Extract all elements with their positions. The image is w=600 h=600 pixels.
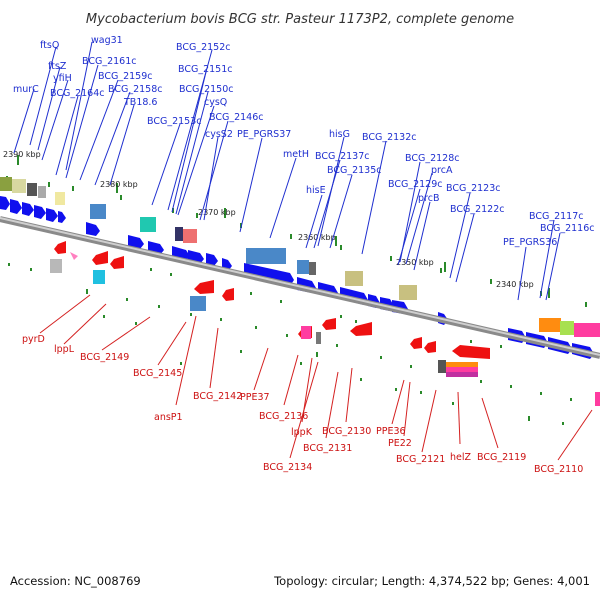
reverse-leader-lines [39, 294, 593, 461]
gene-label: wag31 [91, 35, 123, 46]
scale-label: 2380 kbp [100, 180, 138, 189]
gene-label: BCG_2134 [263, 462, 312, 473]
gene-label: hisG [329, 129, 350, 140]
gene-label: PE22 [388, 438, 412, 449]
gene-label: murC [13, 84, 39, 95]
gene-label: BCG_2136 [259, 411, 308, 422]
gene-label: BCG_2116c [540, 223, 595, 234]
gene-label: lppL [54, 344, 75, 355]
inner-tick-rows [8, 263, 572, 425]
gene-label: BCG_2110 [534, 464, 583, 475]
forward-leader-lines [13, 41, 561, 301]
gene-label: BCG_2149 [80, 352, 129, 363]
gene-label: BCG_2146c [209, 112, 264, 123]
gene-label: PE_PGRS36 [503, 237, 557, 248]
map-title: Mycobacterium bovis BCG str. Pasteur 117… [86, 12, 514, 27]
gene-label: BCG_2137c [315, 151, 370, 162]
gene-label: PPE37 [240, 392, 270, 403]
gene-label: ansP1 [154, 412, 183, 423]
forward-gene-labels: murC ftsQ ftsZ yfiH wag31 BCG_2161c BCG_… [13, 35, 595, 248]
gene-label: metH [283, 149, 309, 160]
gene-label: BCG_2121 [396, 454, 445, 465]
gene-label: BCG_2142 [193, 391, 242, 402]
genome-stats-text: Topology: circular; Length: 4,374,522 bp… [273, 574, 590, 588]
gene-label: BCG_2152c [176, 42, 231, 53]
reverse-arrows [54, 241, 490, 359]
gene-label: BCG_2128c [405, 153, 460, 164]
gene-label: PPE36 [376, 426, 406, 437]
reverse-gene-boxes [50, 252, 600, 406]
gene-label: BCG_2117c [529, 211, 584, 222]
accession-text: Accession: NC_008769 [10, 574, 141, 588]
gene-label: pyrD [22, 334, 45, 345]
scale-label: 2370 kbp [198, 208, 236, 217]
gene-label: BCG_2145 [133, 368, 182, 379]
gene-label: BCG_2129c [388, 179, 443, 190]
reverse-gene-labels: pyrD lppL BCG_2149 BCG_2145 ansP1 BCG_21… [22, 334, 583, 475]
gene-label: TB18.6 [123, 97, 157, 108]
gene-label: BCG_2131 [303, 443, 352, 454]
gene-label: BCG_2164c [50, 88, 105, 99]
gene-label: ftsQ [40, 40, 59, 51]
gene-label: BCG_2130 [322, 426, 371, 437]
gene-label: BCG_2122c [450, 204, 505, 215]
gene-label: prcB [418, 193, 439, 204]
gene-label: helZ [450, 452, 472, 463]
scale-label: 2350 kbp [396, 258, 434, 267]
gene-label: BCG_2132c [362, 132, 417, 143]
gene-label: PE_PGRS37 [237, 129, 291, 140]
gene-label: BCG_2123c [446, 183, 501, 194]
gene-label: cysS2 [205, 129, 233, 140]
scale-labels: 2390 kbp 2380 kbp 2370 kbp 2360 kbp 2350… [3, 150, 534, 289]
scale-label: 2390 kbp [3, 150, 41, 159]
gene-label: prcA [431, 165, 453, 176]
gene-label: hisE [306, 185, 326, 196]
gene-label: BCG_2159c [98, 71, 153, 82]
gene-label: BCG_2153c [147, 116, 202, 127]
gene-label: BCG_2151c [178, 64, 233, 75]
gene-label: BCG_2150c [179, 84, 234, 95]
gene-label: BCG_2135c [327, 165, 382, 176]
gene-label: yfiH [53, 73, 72, 84]
gene-label: ftsZ [48, 61, 67, 72]
gene-label: lppK [291, 427, 313, 438]
genome-backbone [0, 216, 600, 359]
gene-label: cysQ [204, 97, 227, 108]
gene-label: BCG_2119 [477, 452, 526, 463]
gene-label: BCG_2161c [82, 56, 137, 67]
scale-label: 2340 kbp [496, 280, 534, 289]
gene-label: BCG_2158c [108, 84, 163, 95]
forward-gene-boxes-upper [0, 177, 600, 337]
